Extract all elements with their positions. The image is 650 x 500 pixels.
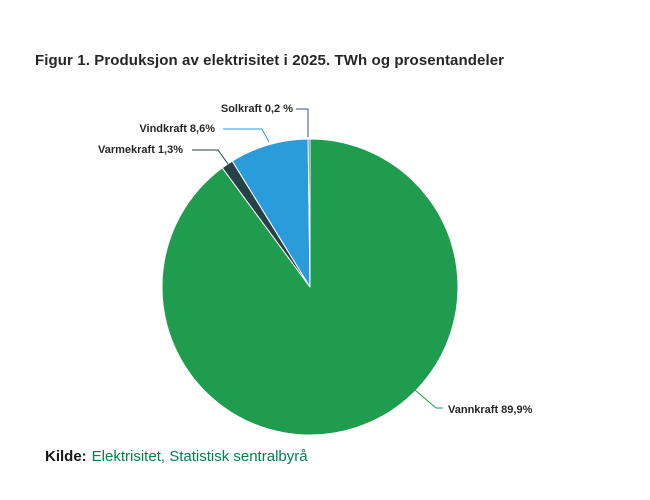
leader-line-solkraft [296,108,309,137]
leader-line-vindkraft [223,128,270,143]
pie-slice-solkraft[interactable] [307,138,311,288]
slice-label-solkraft: Solkraft 0,2 % [220,103,293,115]
source-prefix: Kilde: [45,448,87,465]
chart-title: Figur 1. Produksjon av elektrisitet i 20… [35,52,505,69]
source-link[interactable]: Elektrisitet, Statistisk sentralbyrå [91,448,308,465]
leader-line-varmekraft [192,149,229,165]
leader-line-vannkraft [414,389,443,409]
slice-label-vannkraft: Vannkraft 89,9% [448,404,533,416]
slice-label-varmekraft: Varmekraft 1,3% [98,144,183,156]
slice-label-vindkraft: Vindkraft 8,6% [139,123,215,135]
source-line: Kilde: Elektrisitet, Statistisk sentralby… [45,448,308,465]
